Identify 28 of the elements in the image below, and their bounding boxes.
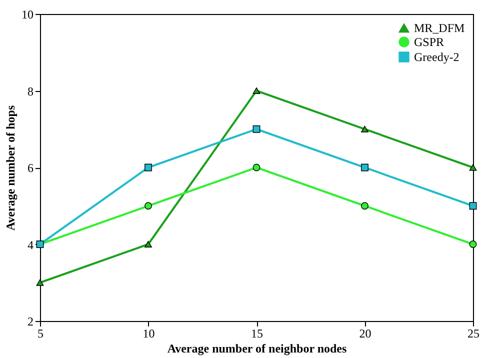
x-axis-title: Average number of neighbor nodes <box>167 342 347 356</box>
point <box>469 164 477 171</box>
point <box>361 164 368 172</box>
x-tick-label: 5 <box>38 326 44 340</box>
legend-label: Greedy-2 <box>414 50 460 64</box>
x-tick-label: 20 <box>359 326 372 340</box>
point <box>469 240 477 248</box>
y-tick-label: 8 <box>28 84 34 98</box>
point <box>144 202 152 210</box>
point <box>469 202 477 210</box>
y-axis-title: Average number of hops <box>4 105 18 231</box>
y-tick-label: 4 <box>28 238 34 252</box>
point <box>36 279 44 286</box>
point <box>252 125 260 133</box>
y-tick-label: 6 <box>28 161 34 175</box>
y-tick-label: 10 <box>22 8 34 22</box>
x-tick-label: 15 <box>251 326 263 340</box>
legend-label: MR_DFM <box>414 21 466 35</box>
y-tick-label: 2 <box>28 314 34 328</box>
point <box>361 126 368 132</box>
point <box>144 240 152 248</box>
point <box>252 87 260 94</box>
point <box>144 164 152 172</box>
x-tick-label: 25 <box>468 326 480 340</box>
x-tick-label: 10 <box>142 326 155 340</box>
legend-label: GSPR <box>414 35 444 49</box>
point <box>252 164 260 172</box>
point <box>361 202 368 210</box>
